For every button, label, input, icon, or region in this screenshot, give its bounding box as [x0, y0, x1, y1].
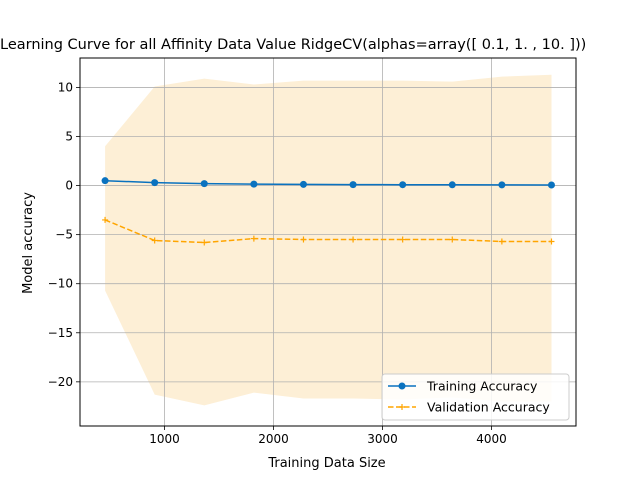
y-tick-label-3: −5 — [55, 228, 73, 242]
series-0-point-0 — [101, 177, 109, 185]
y-tick-label-2: 0 — [65, 179, 73, 193]
y-tick-label-6: −20 — [48, 375, 73, 389]
series-0-point-8 — [498, 181, 506, 189]
y-axis-label: Model accuracy — [21, 192, 36, 294]
series-0-point-6 — [399, 181, 407, 189]
series-0-point-2 — [200, 180, 208, 188]
legend-label-0: Training Accuracy — [426, 379, 538, 394]
series-1-point-2 — [201, 239, 208, 246]
series-1-point-7 — [449, 236, 456, 243]
x-tick-label-1: 2000 — [258, 432, 289, 446]
chart-title: Learning Curve for all Affinity Data Val… — [0, 37, 586, 53]
y-tick-label-4: −10 — [48, 277, 73, 291]
series-1-point-3 — [250, 235, 257, 242]
legend-item-1: Validation Accuracy — [388, 400, 550, 415]
series-lines — [101, 177, 555, 246]
x-tick-label-2: 3000 — [367, 432, 398, 446]
grid-lines — [80, 58, 576, 426]
series-0-point-9 — [547, 181, 555, 189]
legend-label-1: Validation Accuracy — [427, 400, 550, 415]
series-1-point-1 — [151, 237, 158, 244]
series-0-point-7 — [448, 181, 456, 189]
series-1-point-8 — [498, 238, 505, 245]
series-line-1 — [104, 219, 552, 244]
series-0-point-4 — [299, 180, 307, 188]
x-tick-label-3: 4000 — [476, 432, 507, 446]
y-tick-label-5: −15 — [48, 326, 73, 340]
legend-marker-1 — [399, 404, 405, 410]
legend-marker-0 — [398, 382, 406, 390]
axis-ticks: 1000 2000 3000 4000 10 5 0 −5 −10 −15 −20 — [48, 80, 507, 446]
legend: Training Accuracy Validation Accuracy — [381, 373, 570, 421]
series-1-point-5 — [350, 236, 357, 243]
series-1 — [102, 216, 555, 246]
y-tick-label-1: 5 — [65, 130, 73, 144]
series-1-point-6 — [399, 236, 406, 243]
y-tick-label-0: 10 — [58, 80, 73, 94]
series-1-point-4 — [300, 236, 307, 243]
series-1-point-9 — [548, 238, 555, 245]
plot-area-frame — [79, 57, 577, 427]
x-tick-label-0: 1000 — [149, 432, 180, 446]
x-axis-label: Training Data Size — [267, 456, 385, 471]
series-0-point-3 — [250, 180, 258, 188]
legend-box — [381, 373, 570, 421]
series-0-point-1 — [151, 179, 159, 187]
series-0 — [101, 177, 555, 189]
series-line-0 — [105, 179, 552, 186]
series-0-point-5 — [349, 181, 357, 189]
legend-item-0: Training Accuracy — [388, 379, 538, 394]
series-1-point-0 — [102, 216, 109, 223]
